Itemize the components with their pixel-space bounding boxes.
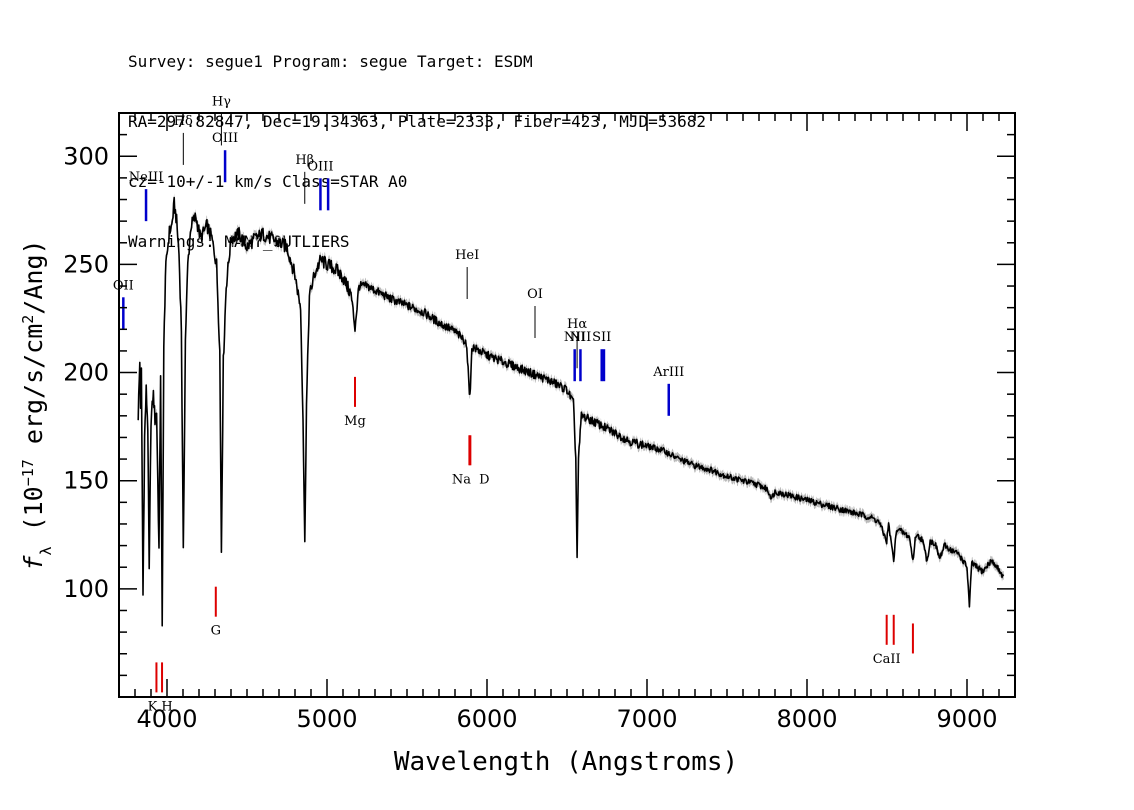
- emission-line-label: Hδ: [174, 114, 193, 129]
- header-survey-line: Survey: segue1 Program: segue Target: ES…: [128, 52, 533, 71]
- absorption-line-label: G: [211, 624, 221, 639]
- flux-series-group: [137, 196, 1005, 627]
- y-tick-label: 250: [63, 250, 109, 278]
- y-axis-label: fλ (10−17 erg/s/cm2/Ang): [19, 239, 55, 570]
- emission-line-label: OIII: [307, 159, 333, 174]
- y-tick-label: 200: [63, 359, 109, 387]
- emission-line-label: HeI: [455, 248, 479, 263]
- absorption-line-label: H: [161, 699, 172, 714]
- spectrum-header: Survey: segue1 Program: segue Target: ES…: [128, 12, 706, 272]
- flux-error-band-group: [138, 193, 1004, 631]
- x-tick-label: 5000: [296, 705, 357, 733]
- emission-line-label: Hα: [567, 317, 587, 332]
- x-tick-label: 7000: [616, 705, 677, 733]
- x-tick-label: 6000: [456, 705, 517, 733]
- absorption-line-label: D: [479, 472, 489, 487]
- emission-line-label: Hγ: [212, 94, 231, 109]
- y-tick-label: 150: [63, 467, 109, 495]
- plot-frame: [118, 112, 1016, 698]
- flux-error-band: [138, 193, 1004, 631]
- emission-line-label: Hβ: [295, 153, 314, 168]
- emission-line-label: NII: [564, 330, 586, 345]
- x-tick-label: 9000: [936, 705, 997, 733]
- emission-line-label: OI: [527, 287, 543, 302]
- flux-series-line: [137, 196, 1005, 627]
- axis-labels-group: Wavelength (Angstroms) fλ (10−17 erg/s/c…: [19, 239, 738, 777]
- header-coordinates-line: RA=297.82847, Dec=19.34363, Plate=2333, …: [128, 112, 706, 131]
- x-axis-label: Wavelength (Angstroms): [394, 747, 738, 777]
- emission-line-label: ArIII: [652, 365, 684, 380]
- absorption-line-label: K: [148, 699, 158, 714]
- y-tick-label: 300: [63, 142, 109, 170]
- header-redshift-class-line: cz=-10+/-1 km/s Class=STAR A0: [128, 172, 408, 191]
- emission-line-label: NII: [570, 330, 592, 345]
- y-tick-label: 100: [63, 575, 109, 603]
- absorption-line-label: Mg: [344, 414, 366, 429]
- x-tick-label: 4000: [136, 705, 197, 733]
- x-tick-label: 8000: [776, 705, 837, 733]
- emission-line-label: OIII: [212, 131, 238, 146]
- absorption-line-label: CaII: [873, 652, 901, 667]
- axes-group: 4000 5000 6000 7000 8000 9000 100 150 200 250 300: [63, 112, 1016, 733]
- emission-line-label: SII: [592, 330, 611, 345]
- absorption-line-label: Na: [452, 472, 471, 487]
- emission-line-label: NeIII: [129, 170, 163, 185]
